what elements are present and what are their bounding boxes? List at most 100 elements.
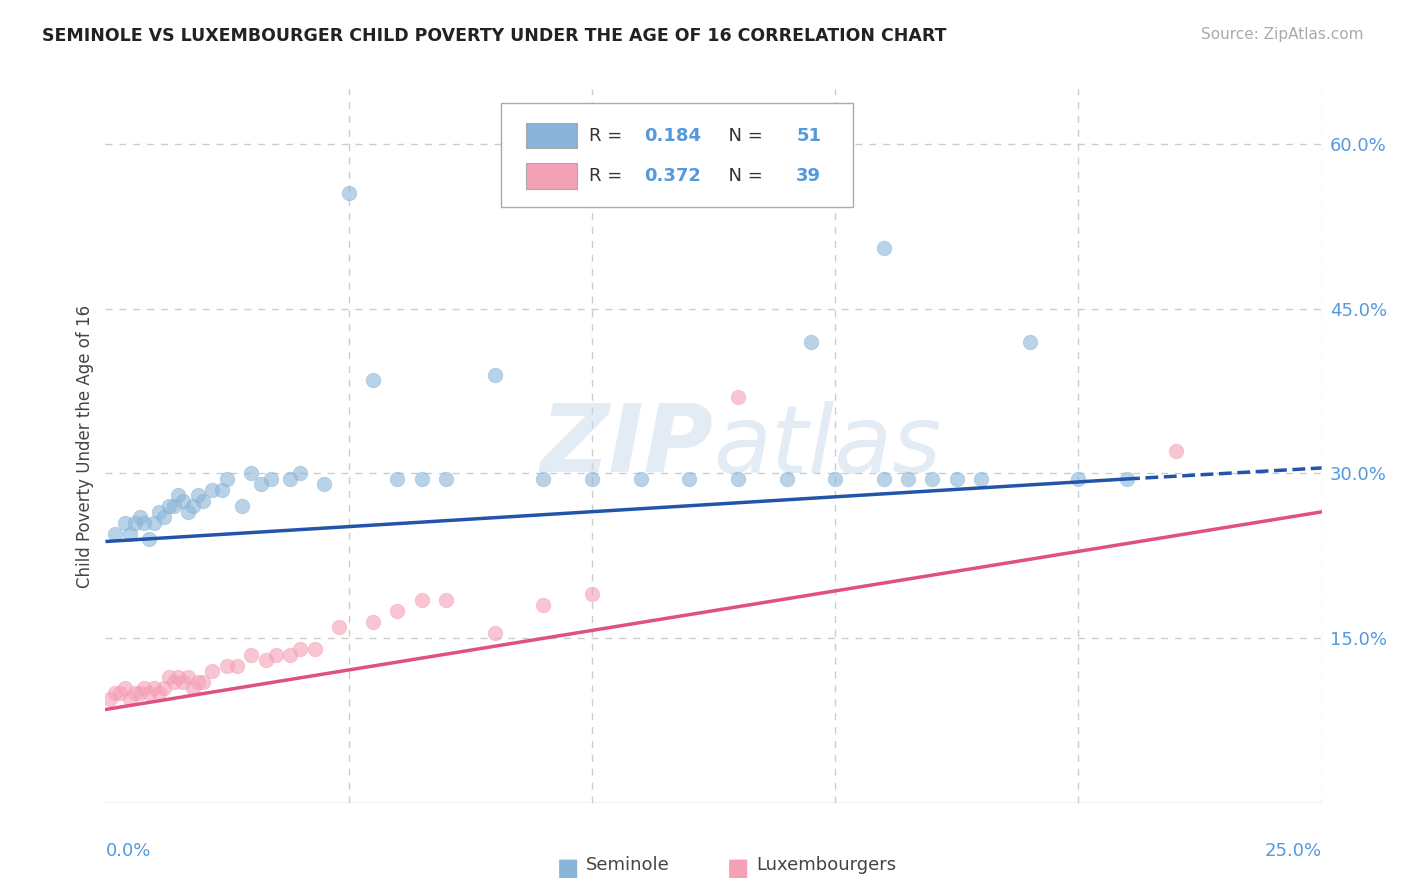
Point bbox=[411, 472, 433, 486]
Text: 0.184: 0.184 bbox=[644, 127, 702, 145]
Point bbox=[484, 368, 506, 382]
Point bbox=[387, 604, 409, 618]
Point bbox=[162, 500, 184, 514]
Point bbox=[153, 510, 176, 524]
FancyBboxPatch shape bbox=[526, 163, 578, 189]
Point bbox=[314, 477, 336, 491]
Point bbox=[531, 472, 554, 486]
Point bbox=[225, 658, 247, 673]
Point bbox=[143, 681, 166, 695]
Point bbox=[727, 472, 749, 486]
Point bbox=[824, 472, 846, 486]
Point bbox=[361, 373, 384, 387]
Point bbox=[118, 526, 141, 541]
Text: atlas: atlas bbox=[713, 401, 942, 491]
Point bbox=[484, 625, 506, 640]
Point bbox=[172, 494, 194, 508]
Point bbox=[177, 669, 200, 683]
Point bbox=[128, 510, 150, 524]
Text: SEMINOLE VS LUXEMBOURGER CHILD POVERTY UNDER THE AGE OF 16 CORRELATION CHART: SEMINOLE VS LUXEMBOURGER CHILD POVERTY U… bbox=[42, 27, 946, 45]
Point bbox=[134, 516, 156, 530]
Point bbox=[254, 653, 277, 667]
Point bbox=[361, 615, 384, 629]
Text: ZIP: ZIP bbox=[541, 400, 713, 492]
Point bbox=[387, 472, 409, 486]
Point bbox=[531, 598, 554, 612]
Text: Luxembourgers: Luxembourgers bbox=[756, 856, 896, 874]
Point bbox=[678, 472, 700, 486]
Point bbox=[434, 472, 457, 486]
Point bbox=[191, 494, 214, 508]
Point bbox=[211, 483, 233, 497]
Text: Seminole: Seminole bbox=[586, 856, 669, 874]
Point bbox=[177, 505, 200, 519]
Point bbox=[191, 675, 214, 690]
Point bbox=[187, 675, 209, 690]
Point bbox=[873, 472, 896, 486]
Text: R =: R = bbox=[589, 168, 628, 186]
Point bbox=[138, 686, 160, 700]
Point bbox=[98, 691, 121, 706]
Point bbox=[630, 472, 652, 486]
Text: 0.0%: 0.0% bbox=[105, 842, 150, 860]
Point bbox=[288, 642, 311, 657]
Point bbox=[250, 477, 273, 491]
Point bbox=[157, 500, 180, 514]
Point bbox=[167, 488, 190, 502]
Point bbox=[108, 686, 131, 700]
Point bbox=[581, 587, 603, 601]
Point bbox=[328, 620, 350, 634]
Text: R =: R = bbox=[589, 127, 628, 145]
Point bbox=[104, 686, 127, 700]
Point bbox=[873, 241, 896, 255]
Point bbox=[134, 681, 156, 695]
Point bbox=[162, 675, 184, 690]
Point bbox=[1067, 472, 1090, 486]
Point bbox=[217, 472, 239, 486]
Point bbox=[434, 592, 457, 607]
Point bbox=[800, 334, 823, 349]
Point bbox=[278, 472, 301, 486]
Point bbox=[143, 516, 166, 530]
Point bbox=[337, 186, 360, 201]
Point bbox=[278, 648, 301, 662]
Point bbox=[1116, 472, 1139, 486]
Point bbox=[181, 681, 204, 695]
Point bbox=[167, 669, 190, 683]
Point bbox=[970, 472, 993, 486]
Point bbox=[124, 516, 146, 530]
Point bbox=[727, 390, 749, 404]
Text: 51: 51 bbox=[796, 127, 821, 145]
Point bbox=[118, 691, 141, 706]
Text: 39: 39 bbox=[796, 168, 821, 186]
Point bbox=[114, 516, 136, 530]
Point bbox=[260, 472, 283, 486]
Point bbox=[264, 648, 287, 662]
Point bbox=[897, 472, 920, 486]
Point bbox=[581, 472, 603, 486]
Point bbox=[124, 686, 146, 700]
Point bbox=[921, 472, 943, 486]
Point bbox=[114, 681, 136, 695]
Point bbox=[240, 467, 263, 481]
Point bbox=[304, 642, 326, 657]
Point bbox=[181, 500, 204, 514]
Point bbox=[217, 658, 239, 673]
Point bbox=[775, 472, 797, 486]
Point bbox=[1018, 334, 1040, 349]
Text: N =: N = bbox=[717, 168, 769, 186]
Point bbox=[231, 500, 253, 514]
Point bbox=[157, 669, 180, 683]
Point bbox=[128, 686, 150, 700]
Text: ■: ■ bbox=[727, 856, 749, 880]
Point bbox=[411, 592, 433, 607]
Point bbox=[172, 675, 194, 690]
Point bbox=[104, 526, 127, 541]
Text: Source: ZipAtlas.com: Source: ZipAtlas.com bbox=[1201, 27, 1364, 42]
Point bbox=[945, 472, 967, 486]
Point bbox=[240, 648, 263, 662]
Text: 0.372: 0.372 bbox=[644, 168, 702, 186]
Point bbox=[148, 505, 170, 519]
Point bbox=[201, 483, 224, 497]
Point bbox=[1164, 444, 1187, 458]
